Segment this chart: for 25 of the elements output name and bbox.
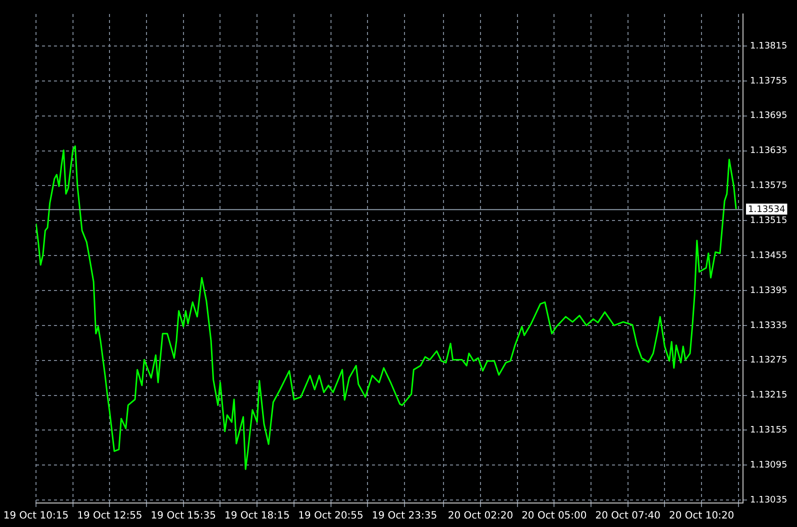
y-tick-label: 1.13755 (750, 76, 788, 86)
ref-line-label: 1.13534 (748, 204, 786, 215)
y-tick-label: 1.13095 (750, 460, 788, 471)
x-tick-label: 20 Oct 02:20 (448, 510, 514, 522)
x-tick-label: 20 Oct 05:00 (522, 510, 587, 522)
y-tick-label: 1.13575 (750, 181, 788, 192)
y-tick-label: 1.13395 (750, 286, 788, 296)
y-tick-label: 1.13275 (750, 356, 788, 366)
x-tick-label: 19 Oct 15:35 (150, 510, 216, 522)
x-tick-label: 19 Oct 18:15 (224, 510, 290, 522)
y-tick-label: 1.13635 (750, 146, 788, 156)
x-tick-label: 19 Oct 10:15 (3, 510, 69, 522)
y-tick-label: 1.13815 (750, 41, 788, 52)
y-tick-label: 1.13155 (750, 426, 788, 436)
x-tick-label: 19 Oct 23:35 (372, 510, 438, 522)
y-tick-label: 1.13035 (750, 495, 788, 506)
y-tick-label: 1.13455 (750, 250, 788, 261)
x-tick-label: 20 Oct 07:40 (595, 510, 660, 522)
x-tick-label: 20 Oct 10:20 (668, 510, 734, 522)
y-tick-label: 1.13515 (750, 216, 788, 226)
x-tick-label: 19 Oct 20:55 (298, 510, 364, 522)
x-tick-label: 19 Oct 12:55 (77, 510, 142, 522)
y-tick-label: 1.13335 (750, 320, 788, 331)
y-tick-label: 1.13215 (750, 390, 788, 401)
y-tick-label: 1.13695 (750, 111, 788, 122)
